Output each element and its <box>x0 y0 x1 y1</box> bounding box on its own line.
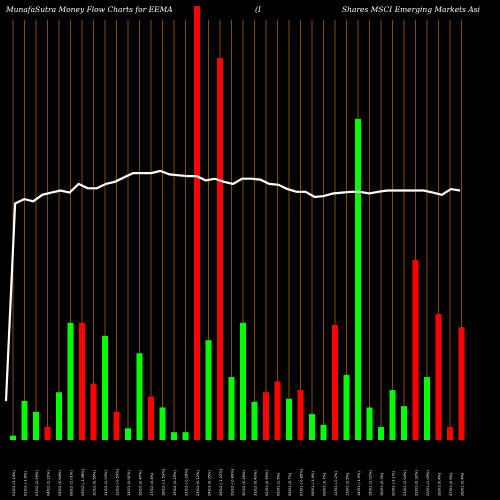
x-tick-label: 23/12 (0.12%) <box>196 470 200 496</box>
money-flow-bar <box>44 426 51 440</box>
money-flow-bar <box>435 314 442 440</box>
x-tick-label: 27/01 (0.6%) <box>449 472 453 496</box>
money-flow-bar <box>21 400 28 440</box>
money-flow-bar <box>148 396 154 440</box>
x-tick-label: 23/01 (1.05%) <box>426 470 430 496</box>
x-tick-label: 30/12 (0.26%) <box>242 470 246 496</box>
money-flow-bar <box>401 406 407 440</box>
x-tick-label: 22/01 (0.32%) <box>415 470 419 496</box>
x-tick-label: 08/12 (1.01%) <box>70 470 74 496</box>
money-flow-bar <box>343 374 350 440</box>
bar-series <box>10 6 465 441</box>
x-tick-label: 16/12 (0.47%) <box>139 470 143 496</box>
money-flow-bar <box>309 413 315 440</box>
x-tick-label: 06/01 (0.7%) <box>288 472 292 496</box>
money-flow-bar <box>10 435 16 440</box>
money-flow-bar <box>217 58 223 441</box>
money-flow-bar <box>113 411 120 440</box>
x-tick-label: 28/01 (0.4%) <box>461 472 465 496</box>
money-flow-bar <box>240 322 246 440</box>
money-flow-bar <box>228 377 235 440</box>
x-tick-label: 10/12 (0.56%) <box>93 470 97 496</box>
chart-title-mid: (I <box>255 5 262 14</box>
x-tick-label: 21/01 (1.04%) <box>403 470 407 496</box>
money-flow-bar <box>332 324 338 440</box>
x-tick-label: 17/12 (0.4%) <box>150 472 154 496</box>
money-flow-bar <box>205 340 212 440</box>
x-tick-label: 15/01 (1.02%) <box>369 470 373 496</box>
x-tick-label: 31/12 (0.43%) <box>254 470 258 496</box>
money-flow-bar <box>56 392 62 440</box>
x-tick-label: 22/12 (-0.26%) <box>185 468 189 496</box>
money-flow-bar <box>320 424 327 440</box>
money-flow-bar <box>458 327 465 440</box>
x-tick-label: 09/12 (-1.38%) <box>81 468 85 496</box>
x-tick-label: 02/12 (-1.6%) <box>24 471 28 496</box>
x-tick-label: 12/01 (-0.2%) <box>334 471 338 496</box>
money-flow-bar <box>263 392 269 440</box>
x-tick-label: 24/12 (0.35%) <box>208 470 212 496</box>
x-tick-label: 02/01 (0.55%) <box>265 470 269 496</box>
money-flow-bar <box>33 411 39 440</box>
x-tick-label: 12/12 (-0.53%) <box>116 468 120 496</box>
x-tick-label: 05/12 (0.64%) <box>58 470 62 496</box>
money-flow-bar <box>102 335 108 440</box>
money-flow-bar <box>447 426 453 440</box>
money-flow-bar <box>182 432 189 440</box>
x-tick-label: 01/12 (3.14%) <box>12 470 16 496</box>
x-tick-label: 04/12 (1.22%) <box>47 470 51 496</box>
x-tick-label: 26/01 (0.4%) <box>438 472 442 496</box>
x-tick-label: 07/01 (-0.85%) <box>300 468 304 496</box>
x-tick-label: 16/01 (0.3%) <box>380 472 384 496</box>
chart-title-left: MunafaSutra Money Flow Charts for EEMA <box>5 5 173 14</box>
price-line <box>4 169 461 401</box>
x-tick-label: 11/12 (1.03%) <box>104 470 108 496</box>
x-tick-label: 09/01 (0.7%) <box>323 472 327 496</box>
money-flow-bar <box>90 383 97 440</box>
money-flow-bar <box>389 390 396 440</box>
x-tick-label: 05/01 (1.5%) <box>277 472 281 496</box>
chart-title-right: Shares MSCI Emerging Markets Asi <box>342 5 481 14</box>
money-flow-bar <box>125 428 131 440</box>
x-tick-label: 03/12 (1.26%) <box>35 470 39 496</box>
money-flow-bar <box>136 353 143 440</box>
money-flow-bar <box>412 259 419 440</box>
x-tick-label: 18/12 (-1.53%) <box>162 468 166 496</box>
x-tick-label: 13/01 (0.5%) <box>346 472 350 496</box>
x-tick-label: 26/12 (-1.02%) <box>219 468 223 496</box>
money-flow-bar <box>67 322 74 440</box>
money-flow-bar <box>378 426 384 440</box>
x-tick-label: 08/01 (-1.4%) <box>311 471 315 496</box>
money-flow-bar <box>274 381 281 440</box>
money-flow-bar <box>171 432 177 440</box>
money-flow-bar <box>286 398 292 440</box>
money-flow-bar <box>424 377 430 440</box>
money-flow-bar <box>194 6 200 440</box>
money-flow-bar <box>355 118 361 440</box>
x-tick-label: 15/12 (0.91%) <box>127 470 131 496</box>
money-flow-bar <box>159 407 166 440</box>
money-flow-bar <box>251 401 258 440</box>
x-tick-label: 19/12 (0.25%) <box>173 470 177 496</box>
x-tick-label: 14/01 (-1.9%) <box>357 471 361 496</box>
money-flow-bar <box>297 390 304 440</box>
money-flow-bar <box>366 407 373 440</box>
x-tick-labels: 01/12 (3.14%) 02/12 (-1.6%) 03/12 (1.26%) 0… <box>12 468 465 496</box>
money-flow-bar <box>79 322 85 440</box>
x-tick-label: 29/12 (-0.89%) <box>231 468 235 496</box>
x-tick-label: 20/01 (-2.1%) <box>392 471 396 496</box>
